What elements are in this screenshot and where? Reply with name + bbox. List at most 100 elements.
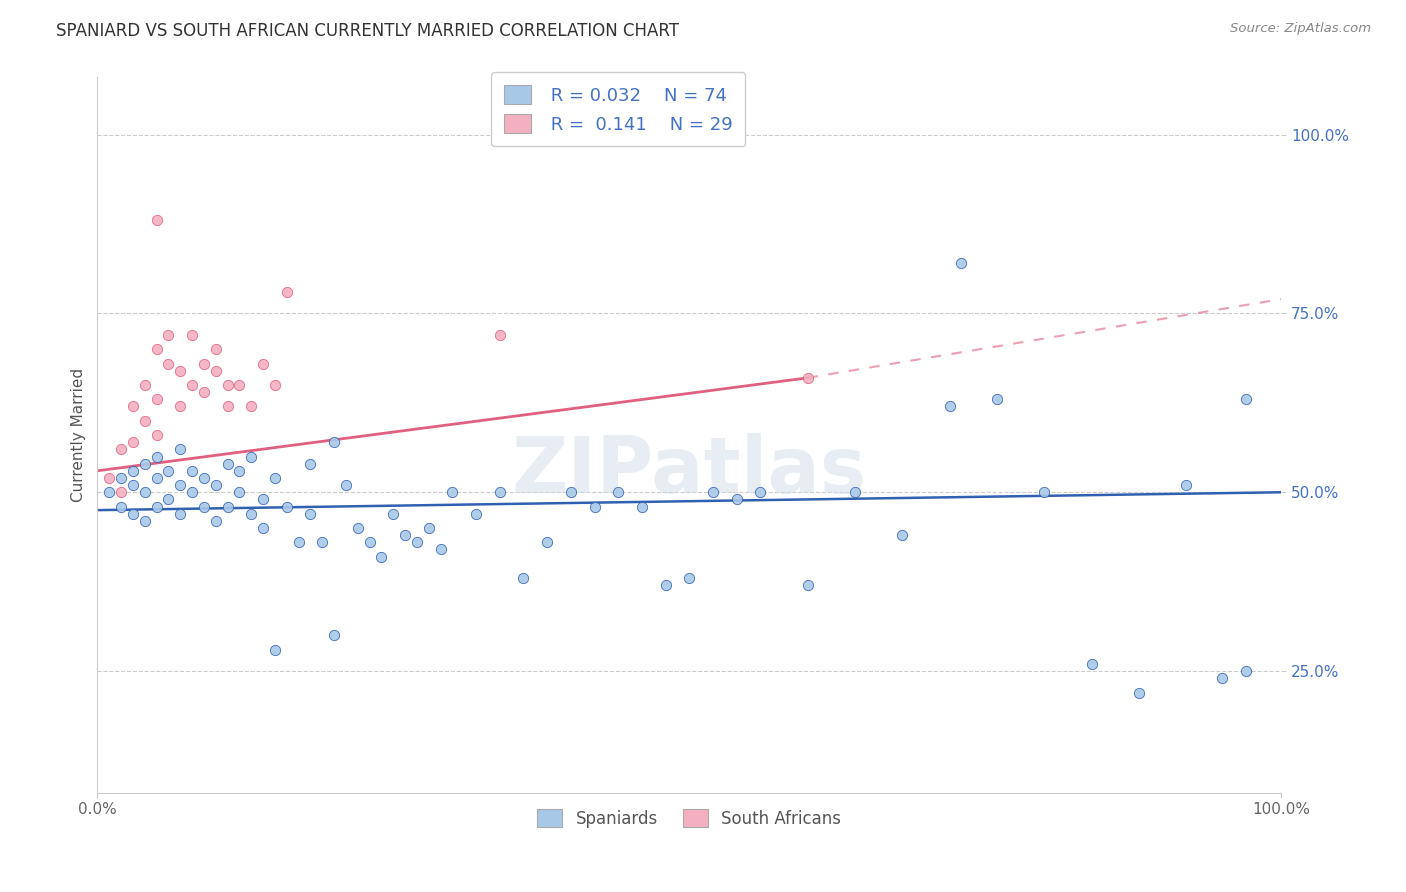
Point <box>217 500 239 514</box>
Point <box>891 528 914 542</box>
Point <box>228 378 250 392</box>
Point <box>938 400 960 414</box>
Point <box>560 485 582 500</box>
Point <box>252 521 274 535</box>
Point <box>169 442 191 457</box>
Point <box>121 507 143 521</box>
Point <box>204 364 226 378</box>
Point <box>725 492 748 507</box>
Point <box>157 357 180 371</box>
Point <box>488 327 510 342</box>
Point <box>359 535 381 549</box>
Point <box>749 485 772 500</box>
Point <box>986 392 1008 407</box>
Point <box>145 428 167 442</box>
Point <box>276 285 298 299</box>
Point <box>204 478 226 492</box>
Point <box>134 485 156 500</box>
Point <box>323 435 346 450</box>
Point <box>465 507 488 521</box>
Point <box>121 435 143 450</box>
Point <box>217 400 239 414</box>
Point <box>121 400 143 414</box>
Point <box>169 507 191 521</box>
Text: Source: ZipAtlas.com: Source: ZipAtlas.com <box>1230 22 1371 36</box>
Point <box>382 507 405 521</box>
Legend: Spaniards, South Africans: Spaniards, South Africans <box>530 803 848 834</box>
Point <box>145 392 167 407</box>
Point <box>512 571 534 585</box>
Point <box>98 485 121 500</box>
Point <box>796 578 818 592</box>
Point <box>98 471 121 485</box>
Point <box>157 492 180 507</box>
Point <box>311 535 333 549</box>
Point <box>145 471 167 485</box>
Point <box>287 535 309 549</box>
Point <box>488 485 510 500</box>
Point <box>370 549 392 564</box>
Point <box>240 450 263 464</box>
Point <box>796 371 818 385</box>
Text: SPANIARD VS SOUTH AFRICAN CURRENTLY MARRIED CORRELATION CHART: SPANIARD VS SOUTH AFRICAN CURRENTLY MARR… <box>56 22 679 40</box>
Point <box>1234 664 1257 678</box>
Point <box>228 485 250 500</box>
Point <box>181 378 204 392</box>
Point <box>193 385 215 400</box>
Point <box>950 256 973 270</box>
Point <box>702 485 724 500</box>
Point <box>441 485 464 500</box>
Point <box>536 535 558 549</box>
Point <box>1211 671 1233 685</box>
Point <box>631 500 654 514</box>
Point <box>323 628 346 642</box>
Point <box>145 450 167 464</box>
Point <box>145 500 167 514</box>
Point <box>583 500 606 514</box>
Point <box>1234 392 1257 407</box>
Point <box>1128 685 1150 699</box>
Point <box>110 500 132 514</box>
Point <box>1080 657 1102 671</box>
Point <box>181 485 204 500</box>
Point <box>299 507 322 521</box>
Point <box>169 400 191 414</box>
Point <box>1033 485 1056 500</box>
Point <box>169 478 191 492</box>
Point <box>121 464 143 478</box>
Point <box>654 578 676 592</box>
Point <box>276 500 298 514</box>
Point <box>252 357 274 371</box>
Y-axis label: Currently Married: Currently Married <box>72 368 86 502</box>
Point <box>145 343 167 357</box>
Point <box>121 478 143 492</box>
Point <box>193 471 215 485</box>
Point <box>157 327 180 342</box>
Point <box>335 478 357 492</box>
Point <box>429 542 451 557</box>
Point <box>418 521 440 535</box>
Point <box>264 471 287 485</box>
Point <box>204 343 226 357</box>
Point <box>678 571 700 585</box>
Point <box>228 464 250 478</box>
Point <box>193 500 215 514</box>
Point <box>394 528 416 542</box>
Point <box>110 471 132 485</box>
Point <box>134 378 156 392</box>
Point <box>134 514 156 528</box>
Point <box>252 492 274 507</box>
Point <box>110 442 132 457</box>
Point <box>346 521 368 535</box>
Text: ZIPatlas: ZIPatlas <box>512 433 866 508</box>
Point <box>134 457 156 471</box>
Point <box>299 457 322 471</box>
Point <box>406 535 429 549</box>
Point <box>181 464 204 478</box>
Point <box>1175 478 1198 492</box>
Point <box>181 327 204 342</box>
Point <box>264 378 287 392</box>
Point <box>169 364 191 378</box>
Point <box>844 485 866 500</box>
Point <box>110 485 132 500</box>
